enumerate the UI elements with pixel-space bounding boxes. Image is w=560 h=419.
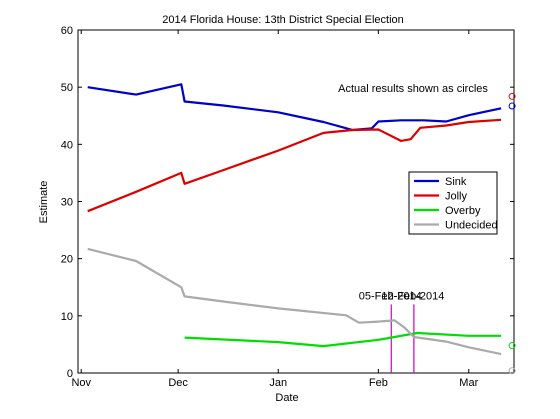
x-tick-label: Jan [269, 377, 287, 389]
legend-label: Jolly [445, 191, 468, 203]
y-tick-label: 60 [61, 25, 73, 37]
x-axis-label: Date [275, 392, 298, 404]
actual-result-undecided [508, 367, 516, 375]
y-tick-label: 50 [61, 82, 73, 94]
x-tick-label: Feb [369, 377, 388, 389]
series-line-undecided [87, 247, 502, 356]
legend-label: Sink [445, 176, 467, 188]
date-marker-label: 05-Feb-2014 [359, 290, 422, 302]
plot-area: 0 10 20 30 40 50 60 Nov Dec Jan Feb Mar 05-Feb-20141… [61, 25, 516, 389]
legend-label: Overby [445, 205, 481, 217]
actual-result-overby [508, 342, 516, 350]
date-marker-label: 12-Feb-2014 [381, 290, 444, 302]
actual-result-sink [508, 102, 516, 110]
x-tick-label: Nov [71, 377, 91, 389]
y-axis-label: Estimate [38, 181, 50, 224]
actual-result-jolly [508, 92, 516, 100]
y-tick-label: 20 [61, 254, 73, 266]
x-tick-label: Dec [168, 377, 188, 389]
legend-label: Undecided [445, 220, 498, 232]
series-line-overby [184, 331, 502, 348]
y-tick-label: 40 [61, 139, 73, 151]
x-tick-label: Mar [459, 377, 478, 389]
chart-title: 2014 Florida House: 13th District Specia… [162, 14, 404, 26]
actual-results-annotation: Actual results shown as circles [338, 83, 488, 95]
y-tick-label: 30 [61, 197, 73, 209]
y-tick-label: 0 [67, 368, 73, 380]
y-tick-label: 10 [61, 311, 73, 323]
series-line-jolly [87, 118, 502, 213]
